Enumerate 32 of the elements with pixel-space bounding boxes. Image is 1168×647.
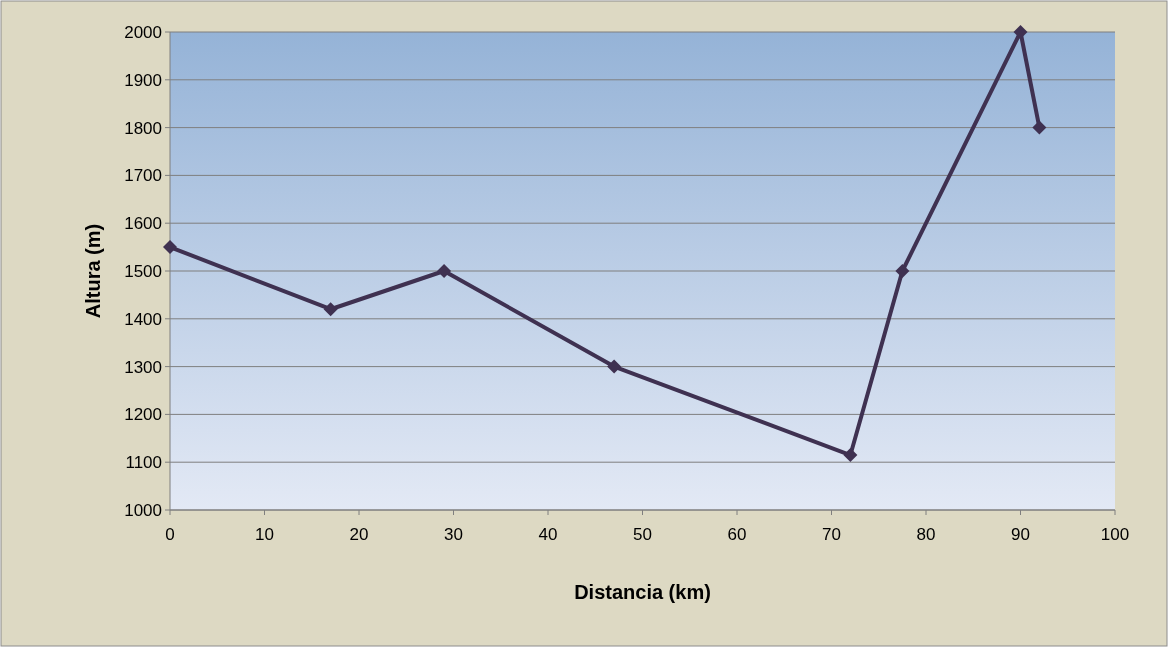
y-tick-label: 1800 (124, 118, 162, 138)
point (843, 448, 858, 463)
point (163, 240, 177, 255)
x-tick-label: 90 (1011, 525, 1030, 544)
y-axis-title: Altura (m) (82, 223, 104, 319)
x-tick-label: 70 (822, 525, 841, 544)
y-tick-label: 1600 (124, 214, 162, 234)
y-tick-label: 1700 (124, 166, 162, 186)
y-tick-label: 1100 (125, 453, 162, 473)
x-tick-label: 100 (1100, 525, 1130, 544)
x-tick-label: 50 (633, 525, 652, 544)
y-tick-label: 1400 (124, 309, 162, 329)
x-tick-label: 60 (727, 525, 747, 544)
x-tick-label: 80 (916, 525, 936, 544)
x-tick-label: 40 (538, 525, 558, 544)
x-tick-label: 0 (165, 525, 175, 544)
y-tick-label: 2000 (124, 22, 162, 42)
y-tick-label: 1900 (124, 70, 162, 90)
y-tick-label: 1200 (124, 405, 162, 425)
x-axis-title: Distancia (km) (574, 581, 711, 603)
point (607, 359, 622, 374)
y-tick-label: 1300 (124, 357, 162, 377)
y-tick-label: 1000 (124, 500, 162, 520)
point (1032, 120, 1047, 135)
point (437, 264, 452, 278)
y-tick-label: 1500 (124, 261, 162, 281)
point (323, 302, 338, 317)
point (1013, 25, 1028, 39)
point (895, 264, 910, 278)
x-tick-label: 20 (349, 525, 369, 544)
x-tick-label: 30 (444, 525, 463, 544)
x-tick-label: 10 (255, 525, 274, 544)
